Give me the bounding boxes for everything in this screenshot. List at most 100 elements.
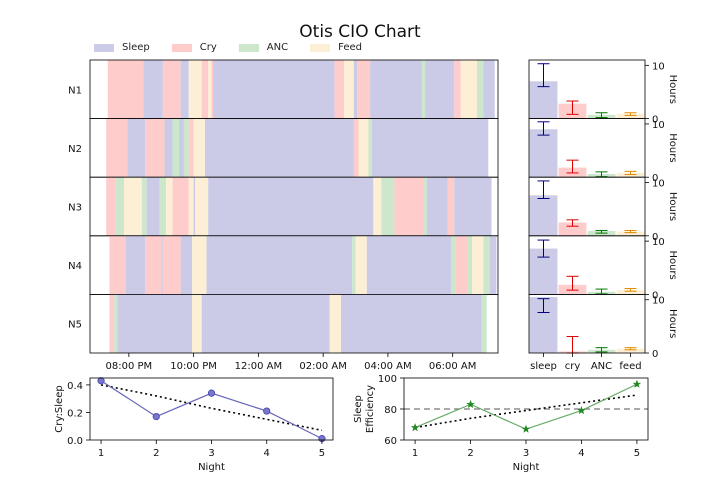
timeline-segment-5-anc bbox=[481, 294, 487, 353]
timeline-x-tick-label: 06:00 AM bbox=[429, 361, 476, 372]
data-point bbox=[207, 389, 216, 397]
timeline-segment-4-cry bbox=[455, 235, 468, 295]
timeline-segment-2-feed bbox=[358, 118, 369, 178]
bar-3-feed bbox=[616, 231, 645, 236]
series-line bbox=[414, 383, 638, 430]
bar-y-axis-label: Hours bbox=[667, 250, 678, 279]
timeline-row-frame bbox=[89, 293, 499, 354]
legend-swatch-sleep bbox=[94, 43, 114, 52]
line-y-axis-label: Efficiency bbox=[365, 385, 376, 433]
line-x-tick-label: 3 bbox=[523, 448, 529, 459]
timeline-segment-4-anc bbox=[467, 235, 473, 295]
bar-y-axis-label: Hours bbox=[667, 309, 678, 338]
timeline-segment-4-sleep bbox=[489, 235, 497, 295]
legend-label-feed: Feed bbox=[338, 42, 362, 53]
bar-y-axis-label: Hours bbox=[667, 133, 678, 162]
timeline-segment-2-cry bbox=[106, 118, 128, 178]
timeline-segment-3-cry bbox=[447, 177, 455, 236]
timeline-segment-5-sleep bbox=[117, 294, 192, 353]
timeline-segment-5-sleep bbox=[340, 294, 482, 353]
line-plot-frame bbox=[89, 377, 334, 441]
timeline-row-label: N5 bbox=[68, 320, 82, 331]
timeline-segment-1-cry bbox=[162, 60, 181, 119]
bar-x-tick-label: cry bbox=[565, 361, 581, 372]
bar-y-tick-label: 0 bbox=[652, 232, 658, 243]
bar-1-sleep bbox=[529, 81, 558, 119]
bar-x-tick-label: feed bbox=[619, 361, 641, 372]
line-y-axis-label: Cry:Sleep bbox=[54, 385, 65, 432]
timeline-segment-1-cry bbox=[107, 60, 144, 119]
legend-item-feed: Feed bbox=[310, 42, 362, 53]
bar-y-tick-label: 10 bbox=[652, 120, 665, 131]
timeline-x-tick-label: 12:00 AM bbox=[235, 361, 282, 372]
timeline-segment-3-feed bbox=[373, 177, 382, 236]
timeline-segment-3-feed bbox=[166, 177, 173, 236]
data-point bbox=[263, 407, 271, 415]
timeline-segment-2-cry bbox=[188, 118, 194, 178]
timeline-segment-1-feed bbox=[344, 60, 354, 119]
timeline-segment-4-sleep bbox=[206, 235, 353, 295]
legend-label-anc: ANC bbox=[266, 42, 289, 53]
timeline-segment-3-feed bbox=[195, 177, 209, 236]
legend: Sleep Cry ANC Feed bbox=[94, 42, 384, 53]
bar-x-tick-label: sleep bbox=[530, 361, 557, 372]
timeline-segment-5-sleep bbox=[201, 294, 330, 353]
legend-label-sleep: Sleep bbox=[122, 42, 150, 53]
line-x-tick-label: 1 bbox=[98, 448, 104, 459]
timeline-segment-3-sleep bbox=[208, 177, 374, 236]
bar-y-tick-label: 10 bbox=[652, 179, 665, 190]
timeline-segment-2-anc bbox=[368, 118, 372, 178]
timeline-segment-2-sleep bbox=[164, 118, 173, 178]
line-x-tick-label: 2 bbox=[467, 448, 473, 459]
bar-panel-frame bbox=[528, 293, 646, 354]
timeline-segment-5-feed bbox=[192, 294, 202, 353]
timeline-segment-2-anc bbox=[172, 118, 180, 178]
timeline-segment-3-anc bbox=[115, 177, 124, 236]
timeline-segment-3-feed bbox=[124, 177, 142, 236]
bar-4-feed bbox=[616, 290, 645, 295]
timeline-x-tick-label: 02:00 AM bbox=[299, 361, 346, 372]
timeline-segment-2-anc bbox=[183, 118, 189, 178]
line-x-tick-label: 1 bbox=[412, 448, 418, 459]
legend-swatch-anc bbox=[238, 43, 259, 52]
timeline-segment-1-cry bbox=[454, 60, 461, 119]
line-x-tick-label: 4 bbox=[264, 448, 270, 459]
line-x-tick-label: 3 bbox=[208, 448, 214, 459]
timeline-segment-1-feed bbox=[460, 60, 477, 119]
line-y-tick-label: 60 bbox=[384, 436, 397, 447]
timeline-segment-4-anc bbox=[352, 235, 356, 295]
bar-y-axis-label: Hours bbox=[667, 75, 678, 104]
bar-y-tick-label: 0 bbox=[652, 349, 658, 360]
timeline-row-label: N3 bbox=[68, 203, 82, 214]
data-point bbox=[410, 423, 420, 432]
bar-3-cry bbox=[558, 222, 587, 236]
data-point bbox=[97, 377, 105, 385]
timeline-segment-3-cry bbox=[394, 177, 424, 236]
timeline-row-label: N2 bbox=[68, 144, 82, 155]
timeline-segment-1-feed bbox=[208, 60, 212, 119]
series-line bbox=[100, 380, 323, 440]
timeline-segment-3-cry bbox=[106, 177, 116, 236]
line-y-tick-label: 0.2 bbox=[67, 408, 83, 419]
timeline-segment-4-feed bbox=[192, 235, 207, 295]
timeline-segment-1-sleep bbox=[353, 60, 358, 119]
timeline-segment-1-feed bbox=[188, 60, 202, 119]
timeline-segment-4-cry bbox=[145, 235, 162, 295]
bar-2-feed bbox=[616, 172, 645, 178]
timeline-x-tick-label: 10:00 PM bbox=[170, 361, 217, 372]
line-x-tick-label: 5 bbox=[634, 448, 640, 459]
line-x-tick-label: 5 bbox=[319, 448, 325, 459]
line-y-tick-label: 0.0 bbox=[67, 436, 83, 447]
timeline-segment-1-sleep bbox=[213, 60, 335, 119]
bar-y-tick-label: 10 bbox=[652, 237, 665, 248]
timeline-segment-3-cry bbox=[172, 177, 189, 236]
timeline-x-tick-label: 04:00 AM bbox=[364, 361, 411, 372]
timeline-segment-2-cry bbox=[353, 118, 359, 178]
timeline-segment-3-anc bbox=[159, 177, 167, 236]
bar-3-sleep bbox=[529, 195, 558, 236]
timeline-segment-1-sleep bbox=[483, 60, 495, 119]
chart-title: Otis CIO Chart bbox=[299, 22, 421, 42]
timeline-segment-4-sleep bbox=[180, 235, 192, 295]
data-point bbox=[577, 406, 586, 415]
